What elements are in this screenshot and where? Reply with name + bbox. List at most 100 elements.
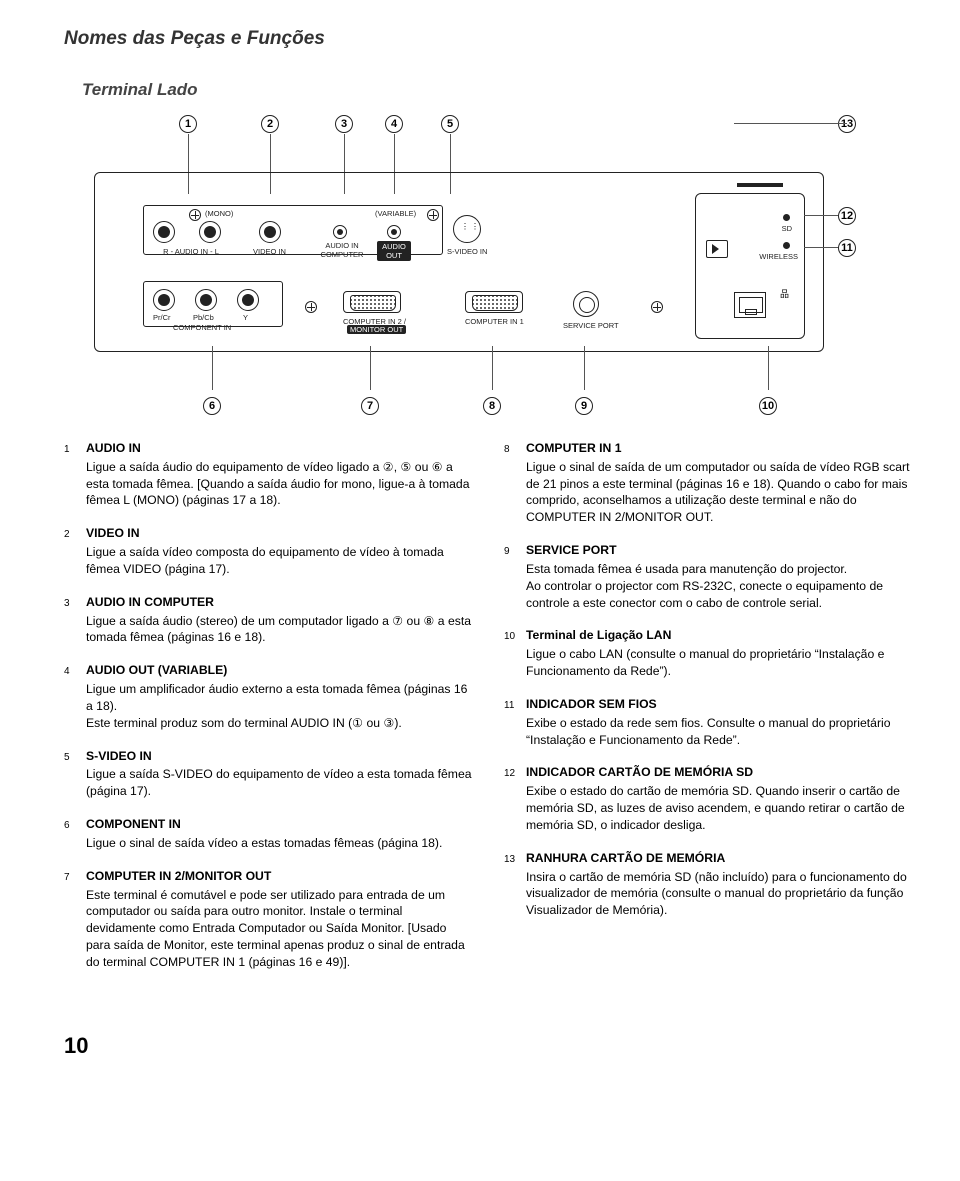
description-item: 3AUDIO IN COMPUTERLigue a saída áudio (s…	[64, 594, 472, 646]
rca-y	[237, 289, 259, 311]
item-number: 2	[64, 525, 86, 577]
service-port	[573, 291, 599, 317]
callout-13: 13	[838, 115, 856, 133]
description-item: 10Terminal de Ligação LANLigue o cabo LA…	[504, 627, 912, 679]
item-body: SERVICE PORT Esta tomada fêmea é usada pa…	[526, 542, 912, 611]
item-text: Ligue a saída áudio do equipamento de ví…	[86, 459, 472, 509]
description-item: 4AUDIO OUT (VARIABLE)Ligue um amplificad…	[64, 662, 472, 731]
item-text: Este terminal é comutável e pode ser uti…	[86, 887, 472, 971]
callout-7: 7	[361, 397, 379, 415]
item-number: 11	[504, 696, 526, 748]
sd-slot	[737, 183, 783, 187]
item-number: 5	[64, 748, 86, 800]
description-item: 9SERVICE PORT Esta tomada fêmea é usada p…	[504, 542, 912, 611]
item-body: INDICADOR SEM FIOSExibe o estado da rede…	[526, 696, 912, 748]
callout-10: 10	[759, 397, 777, 415]
item-heading: SERVICE PORT	[526, 542, 912, 559]
item-number: 10	[504, 627, 526, 679]
item-body: AUDIO OUT (VARIABLE)Ligue um amplificado…	[86, 662, 472, 731]
item-text: Insira o cartão de memória SD (não inclu…	[526, 869, 912, 919]
item-number: 8	[504, 440, 526, 526]
play-icon	[712, 244, 719, 254]
item-number: 4	[64, 662, 86, 731]
item-text: Ligue a saída vídeo composta do equipame…	[86, 544, 472, 578]
screw-icon	[189, 209, 201, 221]
item-heading: VIDEO IN	[86, 525, 472, 542]
item-body: COMPUTER IN 2/MONITOR OUTEste terminal é…	[86, 868, 472, 971]
minijack-audio-in-computer	[333, 225, 347, 239]
description-item: 1AUDIO IN Ligue a saída áudio do equipame…	[64, 440, 472, 509]
minijack-audio-out	[387, 225, 401, 239]
page-title: Nomes das Peças e Funções	[64, 28, 912, 50]
description-item: 13RANHURA CARTÃO DE MEMÓRIAInsira o cart…	[504, 850, 912, 919]
item-text: Ligue a saída áudio (stereo) de um compu…	[86, 613, 472, 647]
description-columns: 1AUDIO IN Ligue a saída áudio do equipame…	[64, 440, 912, 987]
item-number: 7	[64, 868, 86, 971]
description-item: 5S-VIDEO INLigue a saída S-VIDEO do equi…	[64, 748, 472, 800]
bottom-callouts: 6 7 8 9 10	[94, 396, 854, 416]
label-component: COMPONENT IN	[173, 323, 231, 332]
label-monitor-out: MONITOR OUT	[347, 325, 406, 334]
callout-6: 6	[203, 397, 221, 415]
description-item: 2VIDEO IN Ligue a saída vídeo composta do…	[64, 525, 472, 577]
label-audio-out: AUDIO OUT	[377, 241, 411, 261]
item-text: Ligue o cabo LAN (consulte o manual do p…	[526, 646, 912, 680]
rca-r	[153, 221, 175, 243]
screw-icon	[305, 301, 317, 313]
item-text: Esta tomada fêmea é usada para manutençã…	[526, 561, 912, 611]
dsub-computer-in-2	[343, 291, 401, 313]
item-number: 1	[64, 440, 86, 509]
item-body: RANHURA CARTÃO DE MEMÓRIA Insira o cartão…	[526, 850, 912, 919]
item-heading: RANHURA CARTÃO DE MEMÓRIA	[526, 850, 912, 867]
network-icon: 品	[780, 290, 794, 306]
callout-5: 5	[441, 115, 459, 133]
description-item: 6COMPONENT IN Ligue o sinal de saída víde…	[64, 816, 472, 852]
terminal-diagram: 1 2 3 4 5 13 (MONO) R - AUDIO IN - L VID…	[94, 114, 854, 416]
item-body: Terminal de Ligação LANLigue o cabo LAN …	[526, 627, 912, 679]
label-computer-in-1: COMPUTER IN 1	[465, 317, 524, 326]
label-mono: (MONO)	[205, 209, 233, 218]
label-variable: (VARIABLE)	[375, 209, 416, 218]
item-text: Ligue um amplificador áudio externo a es…	[86, 681, 472, 731]
item-body: AUDIO IN COMPUTER Ligue a saída áudio (st…	[86, 594, 472, 646]
item-heading: COMPUTER IN 1	[526, 440, 912, 457]
callout-1: 1	[179, 115, 197, 133]
item-body: S-VIDEO INLigue a saída S-VIDEO do equip…	[86, 748, 472, 800]
right-column: 8COMPUTER IN 1 Ligue o sinal de saída de …	[504, 440, 912, 987]
card-module: SD WIRELESS 品	[695, 193, 805, 339]
terminal-panel: (MONO) R - AUDIO IN - L VIDEO IN AUDIO I…	[94, 172, 824, 352]
item-body: VIDEO IN Ligue a saída vídeo composta do …	[86, 525, 472, 577]
item-text: Ligue a saída S-VIDEO do equipamento de …	[86, 766, 472, 800]
callout-2: 2	[261, 115, 279, 133]
callout-9: 9	[575, 397, 593, 415]
callout-11: 11	[838, 239, 856, 257]
item-number: 6	[64, 816, 86, 852]
item-text: Exibe o estado do cartão de memória SD. …	[526, 783, 912, 833]
section-subtitle: Terminal Lado	[82, 80, 912, 100]
label-sd: SD	[782, 224, 792, 233]
label-pbcb: Pb/Cb	[193, 313, 214, 322]
item-text: Exibe o estado da rede sem fios. Consult…	[526, 715, 912, 749]
item-text: Ligue o sinal de saída vídeo a estas tom…	[86, 835, 472, 852]
page-number: 10	[64, 1033, 912, 1059]
callout-3: 3	[335, 115, 353, 133]
rca-l	[199, 221, 221, 243]
item-text: Ligue o sinal de saída de um computador …	[526, 459, 912, 526]
item-body: COMPONENT IN Ligue o sinal de saída vídeo…	[86, 816, 472, 852]
label-audio-in-computer: AUDIO IN COMPUTER	[317, 241, 367, 259]
item-heading: S-VIDEO IN	[86, 748, 472, 765]
item-heading: AUDIO IN	[86, 440, 472, 457]
label-video-in: VIDEO IN	[253, 247, 286, 256]
screw-icon	[427, 209, 439, 221]
left-column: 1AUDIO IN Ligue a saída áudio do equipame…	[64, 440, 472, 987]
item-heading: AUDIO IN COMPUTER	[86, 594, 472, 611]
label-svideo: S-VIDEO IN	[447, 247, 487, 256]
item-number: 12	[504, 764, 526, 833]
item-number: 9	[504, 542, 526, 611]
item-heading: COMPONENT IN	[86, 816, 472, 833]
label-wireless: WIRELESS	[759, 252, 798, 261]
svideo-port	[453, 215, 481, 243]
led-wireless	[783, 242, 790, 249]
label-y: Y	[243, 313, 248, 322]
top-callouts: 1 2 3 4 5 13	[94, 114, 854, 134]
